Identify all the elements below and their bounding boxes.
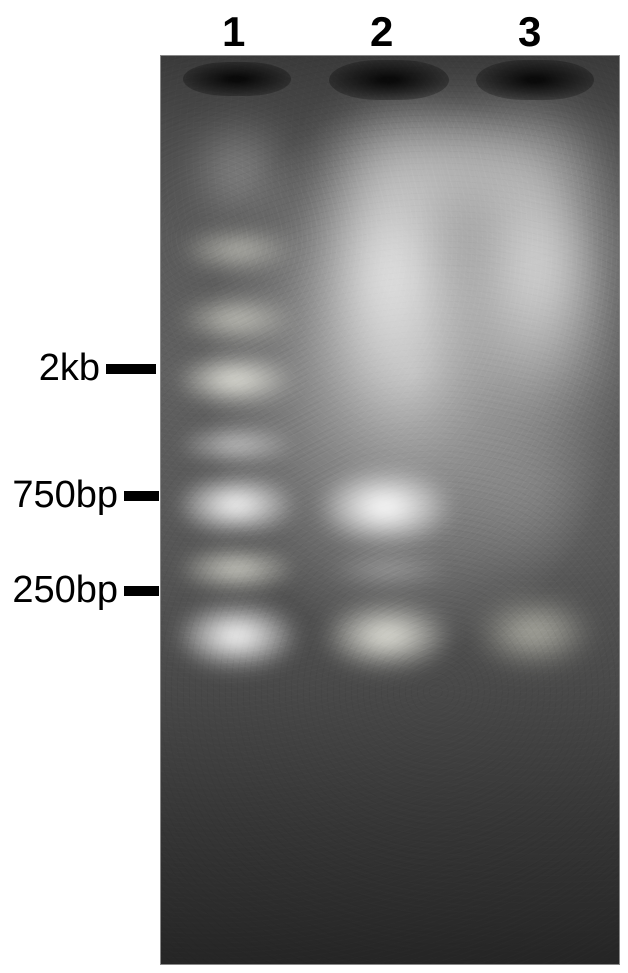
lane-label-3: 3	[518, 8, 541, 56]
marker-label: 250bp	[0, 569, 118, 612]
marker-tick	[106, 364, 156, 374]
marker-250bp: 250bp	[0, 569, 159, 612]
marker-2kb: 2kb	[0, 347, 156, 390]
lane-labels: 1 2 3	[0, 8, 628, 58]
lane-label-1: 1	[222, 8, 245, 56]
marker-tick	[124, 586, 159, 596]
marker-label: 2kb	[0, 347, 100, 390]
marker-tick	[124, 491, 159, 501]
marker-label: 750bp	[0, 474, 118, 517]
lane-label-2: 2	[370, 8, 393, 56]
gel-noise	[161, 56, 619, 964]
marker-750bp: 750bp	[0, 474, 159, 517]
gel-image	[160, 55, 620, 965]
